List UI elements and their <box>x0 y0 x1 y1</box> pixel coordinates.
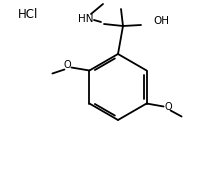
Text: HCl: HCl <box>18 7 38 21</box>
Text: OH: OH <box>153 16 169 26</box>
Text: O: O <box>165 102 172 112</box>
Text: O: O <box>64 60 71 70</box>
Text: HN: HN <box>78 14 94 24</box>
